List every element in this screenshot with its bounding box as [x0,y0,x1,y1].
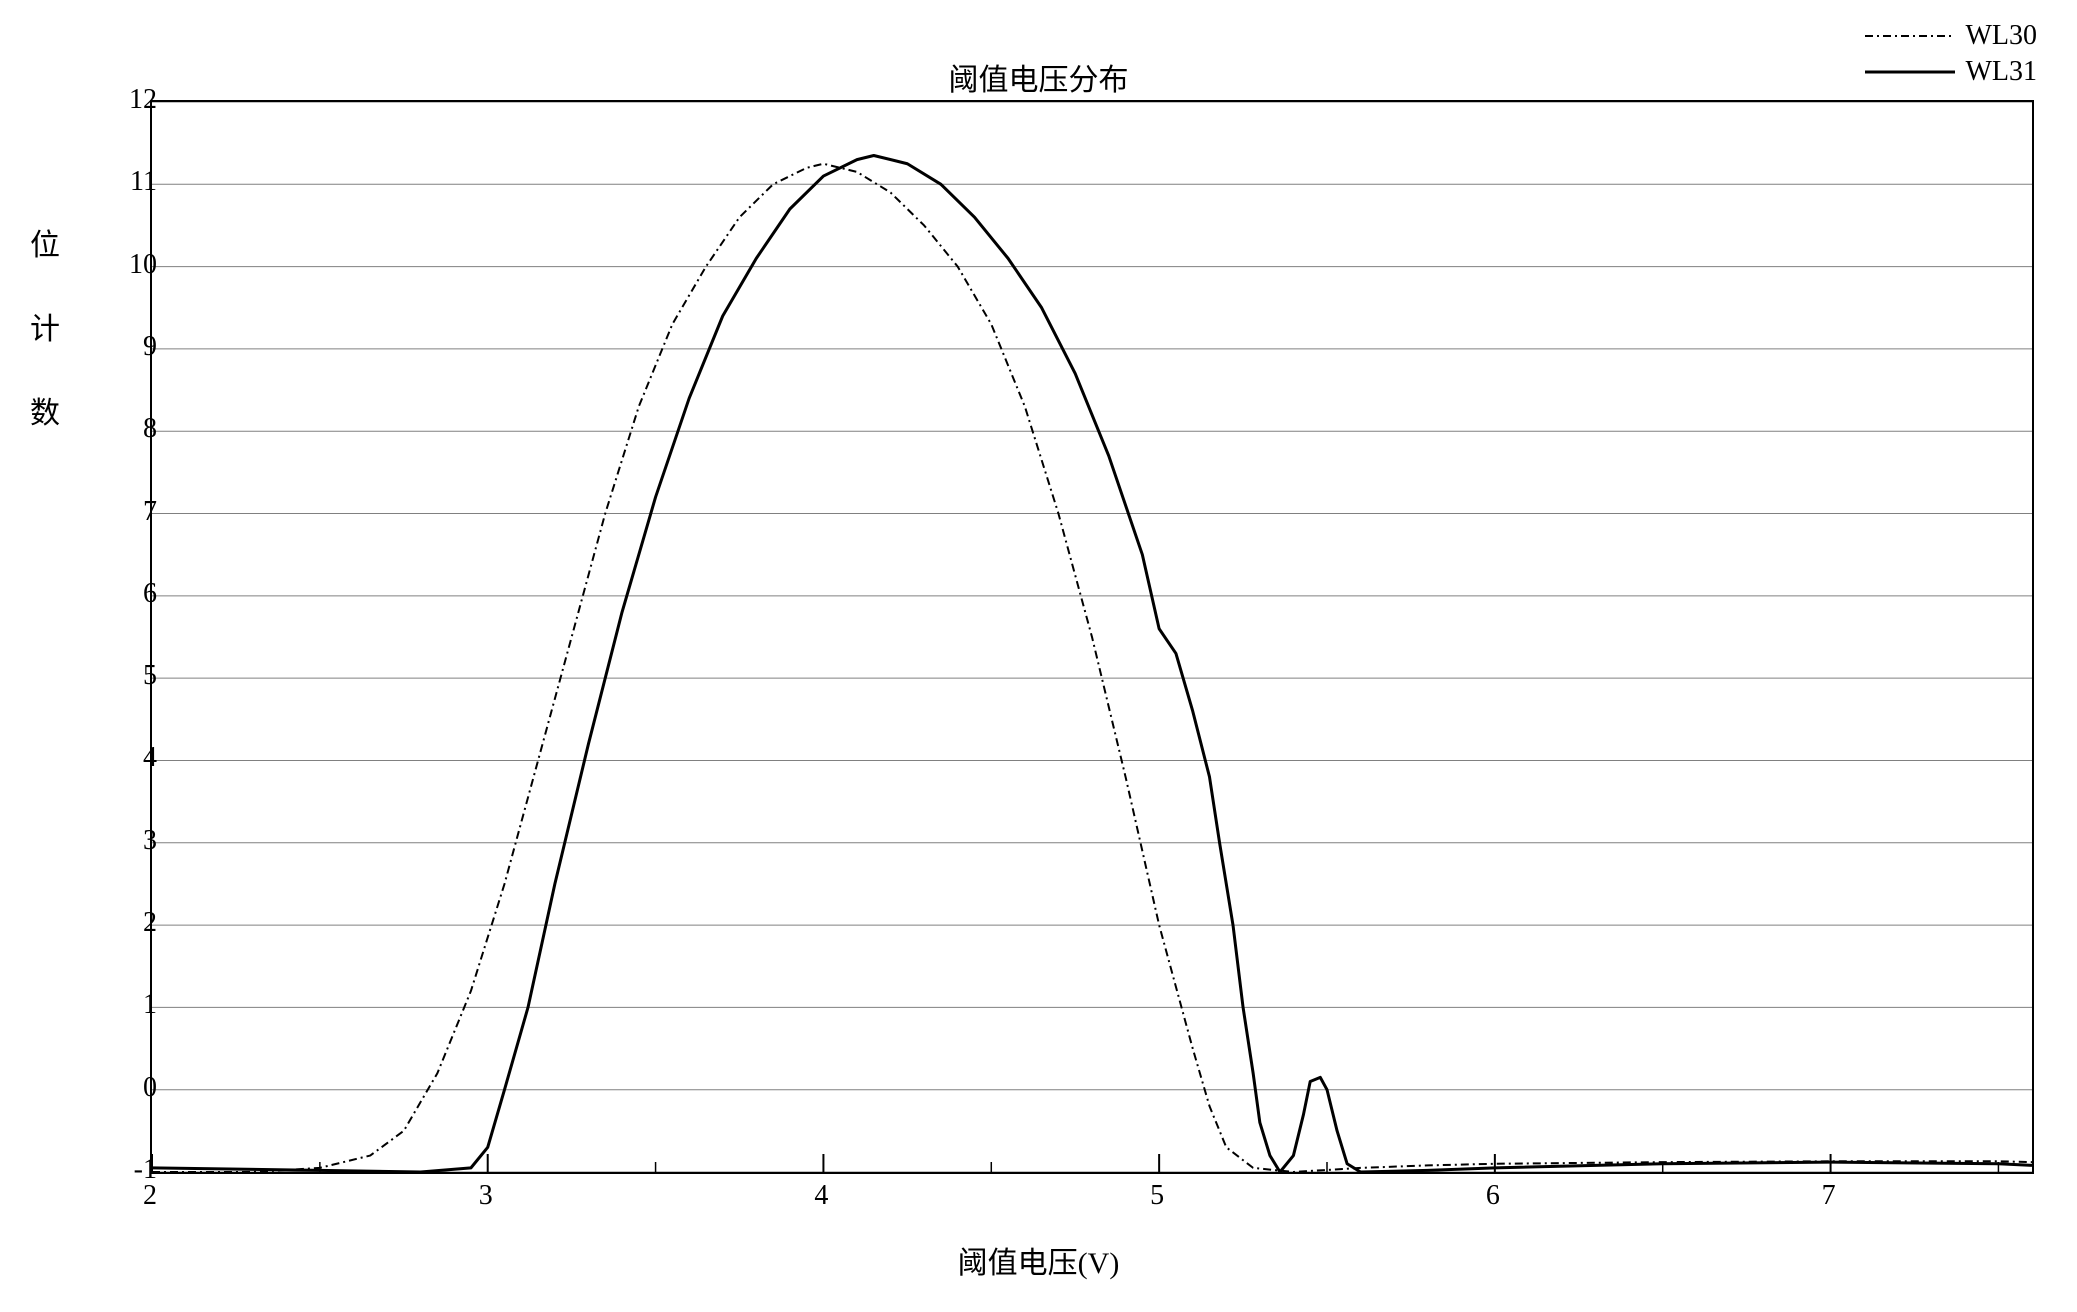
legend-label-wl31: WL31 [1965,56,2037,88]
chart-container: WL30 WL31 阈值电压分布 位 计 数 -1012345678910111… [20,20,2057,1292]
y-tick-label: 0 [143,1072,157,1104]
y-axis-label: 位 计 数 [30,220,60,472]
x-tick-label: 6 [1486,1180,1500,1212]
plot-svg [152,102,2032,1172]
x-tick-label: 5 [1150,1180,1164,1212]
y-tick-label: 1 [143,989,157,1021]
chart-title: 阈值电压分布 [949,55,1129,99]
legend-label-wl30: WL30 [1965,20,2037,52]
x-tick-label: 7 [1822,1180,1836,1212]
legend-swatch-wl30 [1865,26,1955,46]
y-tick-label: 3 [143,825,157,857]
legend-item-wl31: WL31 [1865,56,2037,88]
y-tick-label: 7 [143,496,157,528]
y-tick-label: 10 [129,249,157,281]
x-tick-label: 4 [814,1180,828,1212]
y-tick-label: 6 [143,578,157,610]
legend: WL30 WL31 [1865,20,2037,92]
x-tick-label: 3 [479,1180,493,1212]
x-axis-label: 阈值电压(V) [958,1238,1120,1282]
y-tick-label: 5 [143,660,157,692]
y-tick-label: 12 [129,84,157,116]
y-tick-label: 9 [143,331,157,363]
y-tick-label: 11 [130,166,157,198]
plot-area [150,100,2034,1174]
y-tick-label: 4 [143,742,157,774]
y-tick-label: 2 [143,907,157,939]
y-tick-label: 8 [143,413,157,445]
legend-swatch-wl31 [1865,62,1955,82]
x-tick-label: 2 [143,1180,157,1212]
legend-item-wl30: WL30 [1865,20,2037,52]
